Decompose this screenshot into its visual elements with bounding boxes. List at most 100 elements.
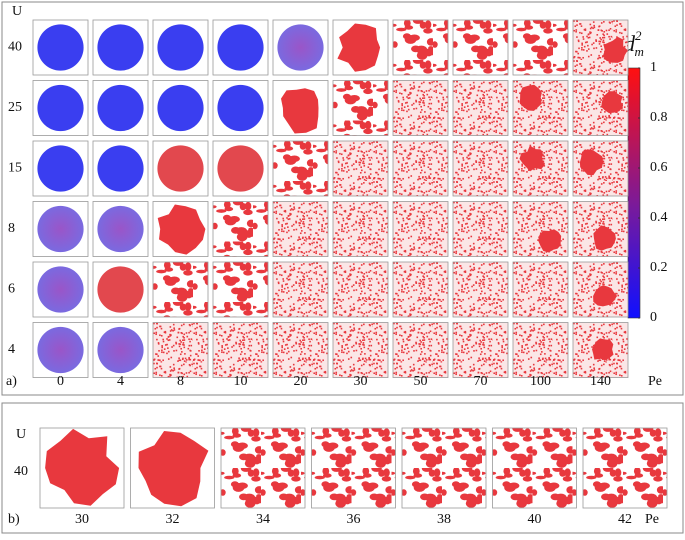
- snapshot: [513, 20, 568, 75]
- snapshot-frame: [392, 201, 449, 257]
- snapshot-frame: [272, 322, 329, 378]
- cluster: [37, 326, 84, 374]
- snapshot: [33, 141, 88, 196]
- y-tick-label: 40: [14, 464, 28, 479]
- snapshot-frame: [392, 80, 449, 136]
- cluster: [138, 431, 209, 507]
- cluster: [97, 205, 144, 253]
- snapshot-frame: [152, 261, 209, 318]
- y-axis-label: U: [12, 4, 22, 19]
- snapshot-frame: [512, 261, 569, 318]
- snapshot: [573, 20, 628, 75]
- snapshot-frame: [452, 322, 509, 378]
- snapshot-frame: [392, 261, 449, 318]
- cluster: [157, 24, 204, 71]
- colorbar-label-sup: 2: [635, 28, 642, 43]
- snapshot: [93, 262, 148, 317]
- snapshot-frame: [212, 80, 269, 136]
- snapshot: [573, 141, 628, 196]
- x-axis-label: Pe: [648, 374, 662, 389]
- snapshot: [492, 428, 577, 508]
- snapshot-frame: [392, 140, 449, 197]
- snapshot-frame: [212, 201, 269, 257]
- snapshot: [393, 141, 448, 196]
- snapshot-frame: [212, 322, 269, 378]
- snapshot-frame: [311, 427, 396, 509]
- x-tick-label: 30: [354, 374, 368, 389]
- snapshot-frame: [512, 80, 569, 136]
- x-tick-label: 42: [618, 512, 632, 527]
- cluster: [157, 84, 204, 132]
- panel-a-frame: [1, 1, 684, 396]
- cluster: [519, 145, 545, 172]
- cluster: [601, 91, 623, 114]
- snapshot: [333, 141, 388, 196]
- snapshot-frame: [332, 140, 389, 197]
- snapshot: [453, 80, 508, 136]
- snapshot-frame: [220, 427, 306, 509]
- x-tick-label: 140: [590, 374, 611, 389]
- snapshot: [273, 201, 328, 257]
- snapshot: [573, 201, 628, 257]
- x-tick-label: 20: [294, 374, 308, 389]
- cluster: [97, 326, 144, 374]
- snapshot-frame: [572, 19, 629, 76]
- snapshot-frame: [452, 201, 509, 257]
- cluster: [538, 229, 562, 253]
- snapshot: [213, 201, 268, 257]
- x-tick-label: 38: [437, 512, 451, 527]
- snapshot-frame: [512, 201, 569, 257]
- snapshot-frame: [332, 19, 389, 76]
- snapshot-frame: [572, 261, 629, 318]
- snapshot-frame: [512, 322, 569, 378]
- snapshot: [393, 201, 448, 257]
- x-tick-label: 34: [256, 512, 270, 527]
- snapshot: [93, 141, 148, 196]
- snapshot-frame: [572, 322, 629, 378]
- colorbar-tick-label: 0.2: [650, 260, 668, 275]
- snapshot: [573, 80, 628, 136]
- snapshot: [393, 262, 448, 317]
- snapshot: [93, 20, 148, 75]
- snapshot-frame: [452, 140, 509, 197]
- snapshot-frame: [130, 427, 215, 509]
- x-tick-label: 4: [117, 374, 124, 389]
- snapshot: [513, 80, 568, 136]
- snapshot-frame: [152, 201, 209, 257]
- snapshot-frame: [92, 80, 149, 136]
- x-tick-label: 36: [347, 512, 361, 527]
- cluster: [37, 145, 84, 192]
- snapshot: [33, 322, 88, 378]
- snapshot: [213, 262, 268, 317]
- snapshot: [453, 141, 508, 196]
- snapshot-frame: [152, 322, 209, 378]
- cluster: [337, 23, 381, 72]
- x-tick-label: 32: [166, 512, 180, 527]
- snapshot: [453, 201, 508, 257]
- cluster: [97, 145, 144, 192]
- snapshot: [40, 428, 124, 508]
- colorbar-tick-label: 0.4: [650, 210, 668, 225]
- cluster: [97, 24, 144, 71]
- y-tick-label: 6: [8, 282, 15, 297]
- snapshot: [513, 322, 568, 378]
- snapshot-frame: [572, 201, 629, 257]
- cluster: [519, 84, 542, 111]
- snapshot-frame: [32, 322, 89, 378]
- snapshot-frame: [452, 261, 509, 318]
- snapshot: [333, 201, 388, 257]
- cluster: [37, 84, 84, 132]
- snapshot: [33, 262, 88, 317]
- panel-b-frame: [1, 402, 684, 534]
- x-tick-label: 8: [177, 374, 184, 389]
- cluster: [602, 36, 628, 63]
- snapshot-frame: [401, 427, 487, 509]
- snapshot: [573, 322, 628, 378]
- snapshot: [583, 428, 667, 508]
- snapshot: [130, 428, 215, 508]
- snapshot-frame: [32, 80, 89, 136]
- snapshot-frame: [272, 19, 329, 76]
- cluster: [37, 205, 84, 253]
- snapshot: [153, 20, 208, 75]
